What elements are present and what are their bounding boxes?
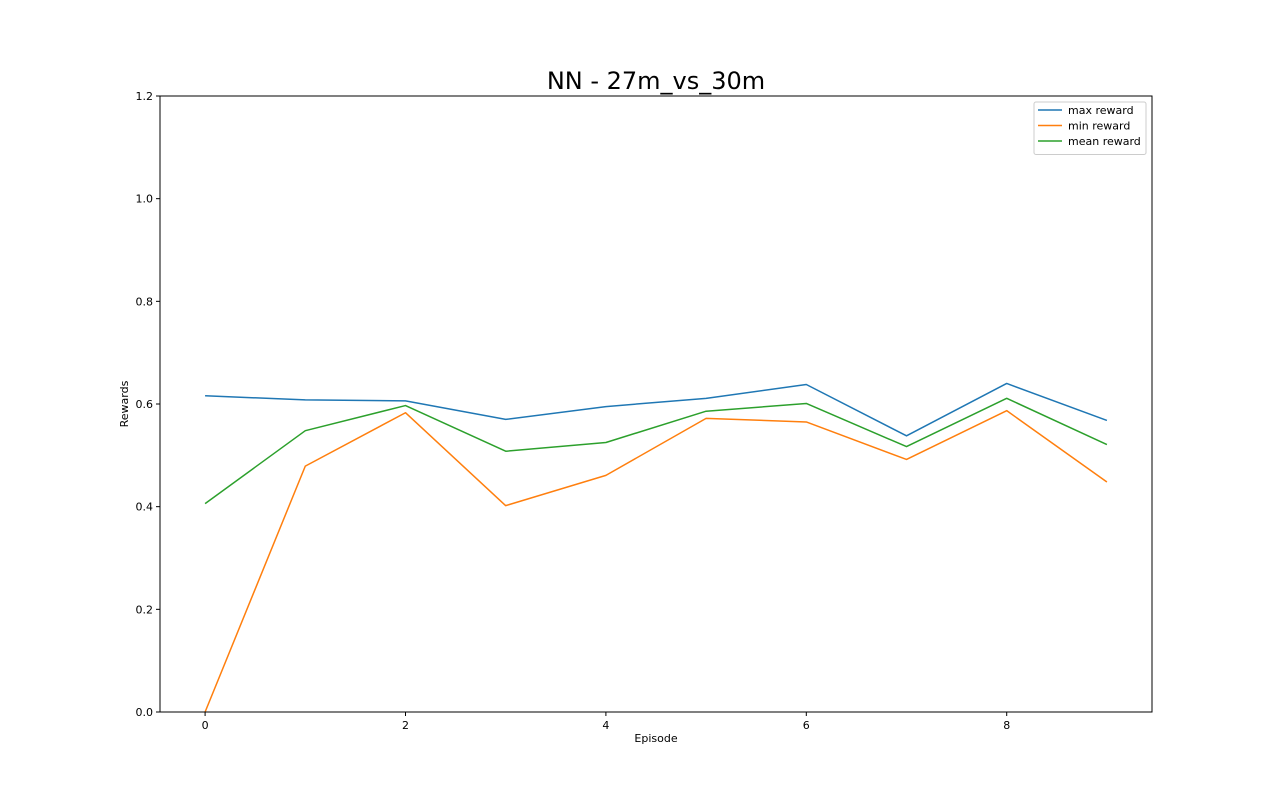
legend-label-1: min reward [1068,120,1130,133]
y-tick-label: 0.2 [136,603,154,616]
y-tick-label: 0.0 [136,706,154,719]
y-tick-label: 1.0 [136,193,154,206]
series-line-1 [204,409,1108,713]
legend-label-2: mean reward [1068,135,1141,148]
y-axis-label: Rewards [118,380,131,427]
y-tick-label: 0.6 [136,398,154,411]
x-tick-label: 8 [1003,719,1010,732]
y-tick-label: 0.8 [136,295,154,308]
y-tick-label: 1.2 [136,90,154,103]
legend-label-0: max reward [1068,104,1134,117]
y-axis-ticks: 0.0 0.2 0.4 0.6 0.8 1.0 1.2 [136,90,160,719]
legend: max reward min reward mean reward [1033,101,1147,155]
x-tick-label: 0 [202,719,209,732]
series-line-0 [205,382,1108,437]
y-tick-label: 0.4 [136,501,154,514]
x-tick-label: 2 [402,719,409,732]
x-tick-label: 6 [803,719,810,732]
series-line-2 [204,397,1108,505]
plot-lines [204,382,1108,713]
x-axis-label: Episode [634,732,677,745]
x-axis-ticks: 0 2 4 6 8 [202,712,1010,732]
chart-title: NN - 27m_vs_30m [547,67,765,95]
x-tick-label: 4 [602,719,609,732]
plot-frame [159,95,1153,713]
